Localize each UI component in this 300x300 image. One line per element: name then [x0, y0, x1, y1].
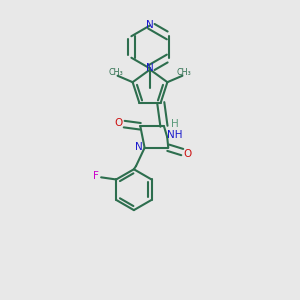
- Text: O: O: [184, 148, 192, 159]
- Text: CH₃: CH₃: [109, 68, 124, 76]
- Text: N: N: [135, 142, 143, 152]
- Text: H: H: [170, 119, 178, 129]
- Text: N: N: [146, 20, 154, 30]
- Text: CH₃: CH₃: [176, 68, 191, 76]
- Text: NH: NH: [167, 130, 182, 140]
- Text: N: N: [146, 63, 154, 74]
- Text: F: F: [93, 171, 99, 181]
- Text: O: O: [115, 118, 123, 128]
